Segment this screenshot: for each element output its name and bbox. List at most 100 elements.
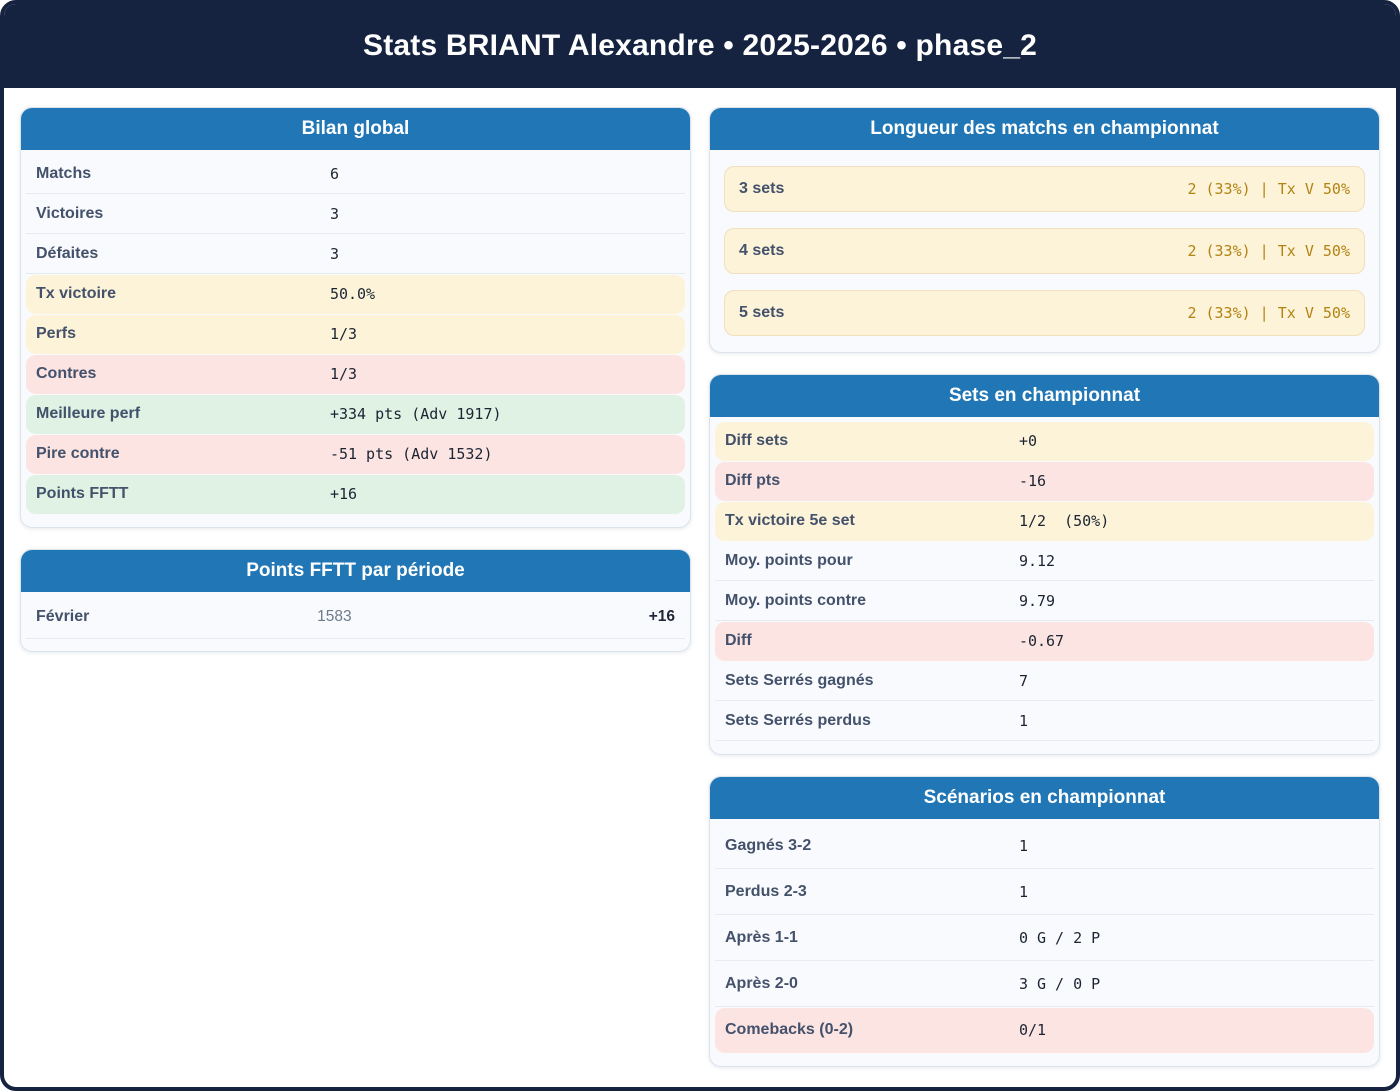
stat-value: 1	[1018, 883, 1028, 901]
stat-label: Défaites	[36, 245, 99, 262]
stat-label: Moy. points pour	[725, 552, 853, 569]
card-bilan-global: Bilan global Matchs 6 Victoires 3 Défait…	[20, 107, 691, 528]
match-length-row: 3 sets 2 (33%) | Tx V 50%	[724, 166, 1365, 212]
stat-value: 0 G / 2 P	[1018, 929, 1101, 947]
match-length-list: 3 sets 2 (33%) | Tx V 50% 4 sets 2 (33%)…	[710, 150, 1379, 352]
page-title: Stats BRIANT Alexandre • 2025-2026 • pha…	[363, 29, 1037, 62]
stat-value: 9.12	[1018, 552, 1056, 570]
stat-label: Après 2-0	[725, 975, 798, 992]
stat-label: Diff	[725, 632, 752, 649]
match-length-value: 2 (33%) | Tx V 50%	[1187, 304, 1350, 322]
period-list: Février 1583 +16	[21, 592, 690, 651]
stat-row: Matchs 6	[26, 155, 685, 194]
stat-row: Contres 1/3	[26, 355, 685, 394]
stat-label: Meilleure perf	[36, 405, 141, 422]
card-title: Longueur des matchs en championnat	[710, 108, 1379, 150]
stat-row: Victoires 3	[26, 195, 685, 234]
card-sets-championnat: Sets en championnat Diff sets +0 Diff pt…	[709, 374, 1380, 755]
stat-row: Tx victoire 5e set 1/2 (50%)	[715, 502, 1374, 541]
stat-value: 1/3	[329, 365, 358, 383]
stat-label: Sets Serrés gagnés	[725, 672, 874, 689]
app-header: Stats BRIANT Alexandre • 2025-2026 • pha…	[4, 4, 1396, 88]
stat-label: Victoires	[36, 205, 104, 222]
stat-value: 1/3	[329, 325, 358, 343]
stat-value: 7	[1018, 672, 1028, 690]
card-longueur-matchs: Longueur des matchs en championnat 3 set…	[709, 107, 1380, 353]
stat-value: 6	[329, 165, 339, 183]
stat-label: Diff sets	[725, 432, 789, 449]
stats-list: Diff sets +0 Diff pts -16 Tx victoire 5e…	[710, 417, 1379, 754]
card-title: Sets en championnat	[710, 375, 1379, 417]
stat-label: Perfs	[36, 325, 77, 342]
stat-label: Après 1-1	[725, 929, 798, 946]
stat-label: Perdus 2-3	[725, 883, 807, 900]
stat-row: Sets Serrés perdus 1	[715, 702, 1374, 741]
card-points-periode: Points FFTT par période Février 1583 +16	[20, 549, 691, 652]
match-length-row: 5 sets 2 (33%) | Tx V 50%	[724, 290, 1365, 336]
stat-row: Diff -0.67	[715, 622, 1374, 661]
card-scenarios: Scénarios en championnat Gagnés 3-2 1 Pe…	[709, 776, 1380, 1067]
period-delta: +16	[648, 608, 675, 625]
stat-label: Tx victoire	[36, 285, 117, 302]
period-label: Février	[36, 608, 90, 625]
stat-row: Pire contre -51 pts (Adv 1532)	[26, 435, 685, 474]
match-length-label: 5 sets	[739, 304, 785, 321]
stats-list: Matchs 6 Victoires 3 Défaites 3 Tx victo…	[21, 150, 690, 527]
stat-row: Défaites 3	[26, 235, 685, 274]
stat-row: Sets Serrés gagnés 7	[715, 662, 1374, 701]
stat-value: +16	[329, 485, 358, 503]
stat-row: Diff pts -16	[715, 462, 1374, 501]
match-length-label: 3 sets	[739, 180, 785, 197]
stat-row: Gagnés 3-2 1	[715, 824, 1374, 869]
stat-value: -0.67	[1018, 632, 1065, 650]
stat-label: Moy. points contre	[725, 592, 867, 609]
period-row: Février 1583 +16	[26, 596, 685, 639]
stat-value: 1	[1018, 837, 1028, 855]
card-title: Scénarios en championnat	[710, 777, 1379, 819]
stat-value: 0/1	[1018, 1021, 1047, 1039]
stats-list: Gagnés 3-2 1 Perdus 2-3 1 Après 1-1 0 G …	[710, 819, 1379, 1066]
match-length-label: 4 sets	[739, 242, 785, 259]
left-column: Bilan global Matchs 6 Victoires 3 Défait…	[20, 107, 691, 1067]
stat-label: Sets Serrés perdus	[725, 712, 871, 729]
card-title: Points FFTT par période	[21, 550, 690, 592]
stat-row: Diff sets +0	[715, 422, 1374, 461]
stat-row: Perfs 1/3	[26, 315, 685, 354]
stat-label: Contres	[36, 365, 97, 382]
stat-label: Diff pts	[725, 472, 781, 489]
stat-row: Moy. points contre 9.79	[715, 582, 1374, 621]
stat-label: Tx victoire 5e set	[725, 512, 855, 529]
stat-label: Points FFTT	[36, 485, 129, 502]
card-title: Bilan global	[21, 108, 690, 150]
stat-row: Après 1-1 0 G / 2 P	[715, 916, 1374, 961]
stat-label: Pire contre	[36, 445, 120, 462]
stat-value: +334 pts (Adv 1917)	[329, 405, 502, 423]
stat-row: Tx victoire 50.0%	[26, 275, 685, 314]
stat-value: -51 pts (Adv 1532)	[329, 445, 493, 463]
stat-label: Gagnés 3-2	[725, 837, 812, 854]
stat-value: 3 G / 0 P	[1018, 975, 1101, 993]
content-area: Bilan global Matchs 6 Victoires 3 Défait…	[4, 88, 1396, 1067]
stat-row: Moy. points pour 9.12	[715, 542, 1374, 581]
match-length-value: 2 (33%) | Tx V 50%	[1187, 180, 1350, 198]
stat-value: 1/2 (50%)	[1018, 512, 1110, 530]
stat-label: Comebacks (0-2)	[725, 1021, 854, 1038]
period-points: 1583	[317, 608, 352, 625]
right-column: Longueur des matchs en championnat 3 set…	[709, 107, 1380, 1067]
stat-value: 9.79	[1018, 592, 1056, 610]
match-length-value: 2 (33%) | Tx V 50%	[1187, 242, 1350, 260]
stat-row: Points FFTT +16	[26, 475, 685, 514]
stat-row: Après 2-0 3 G / 0 P	[715, 962, 1374, 1007]
stat-value: +0	[1018, 432, 1037, 450]
stat-value: -16	[1018, 472, 1047, 490]
stat-row: Comebacks (0-2) 0/1	[715, 1008, 1374, 1053]
stat-value: 1	[1018, 712, 1028, 730]
stat-value: 3	[329, 245, 339, 263]
match-length-row: 4 sets 2 (33%) | Tx V 50%	[724, 228, 1365, 274]
stat-row: Meilleure perf +334 pts (Adv 1917)	[26, 395, 685, 434]
stat-value: 50.0%	[329, 285, 376, 303]
stat-label: Matchs	[36, 165, 92, 182]
stat-row: Perdus 2-3 1	[715, 870, 1374, 915]
stat-value: 3	[329, 205, 339, 223]
